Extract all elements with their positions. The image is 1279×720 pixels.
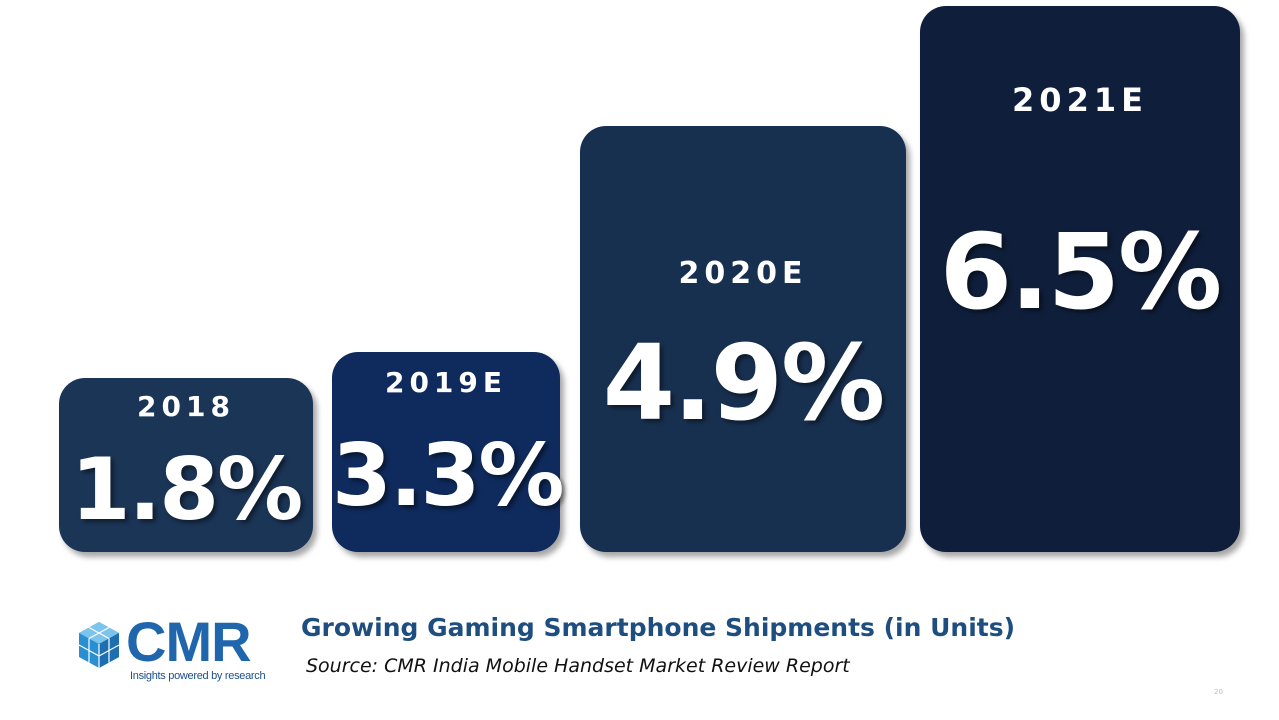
chart-source: Source: CMR India Mobile Handset Market … <box>306 655 850 677</box>
bar-2021e: 2021E 6.5% <box>920 6 1240 552</box>
value-label: 3.3% <box>332 426 565 526</box>
category-label: 2018 <box>137 390 235 423</box>
cmr-logo: CMR Insights powered by research <box>74 610 274 686</box>
category-label: 2019E <box>384 366 508 399</box>
value-label: 6.5% <box>939 211 1222 333</box>
page-number: 20 <box>1214 688 1223 696</box>
value-label: 4.9% <box>602 322 885 444</box>
bar-2020e: 2020E 4.9% <box>580 126 906 552</box>
category-label: 2020E <box>678 256 808 291</box>
bar-2019e: 2019E 3.3% <box>332 352 565 552</box>
cube-cluster-icon <box>78 622 120 668</box>
logo-tagline: Insights powered by research <box>130 670 266 682</box>
value-label: 1.8% <box>70 440 304 540</box>
logo-wordmark: CMR <box>126 610 252 673</box>
chart-title: Growing Gaming Smartphone Shipments (in … <box>301 613 1016 642</box>
bar-2018: 2018 1.8% <box>59 378 313 552</box>
category-label: 2021E <box>1012 81 1148 119</box>
